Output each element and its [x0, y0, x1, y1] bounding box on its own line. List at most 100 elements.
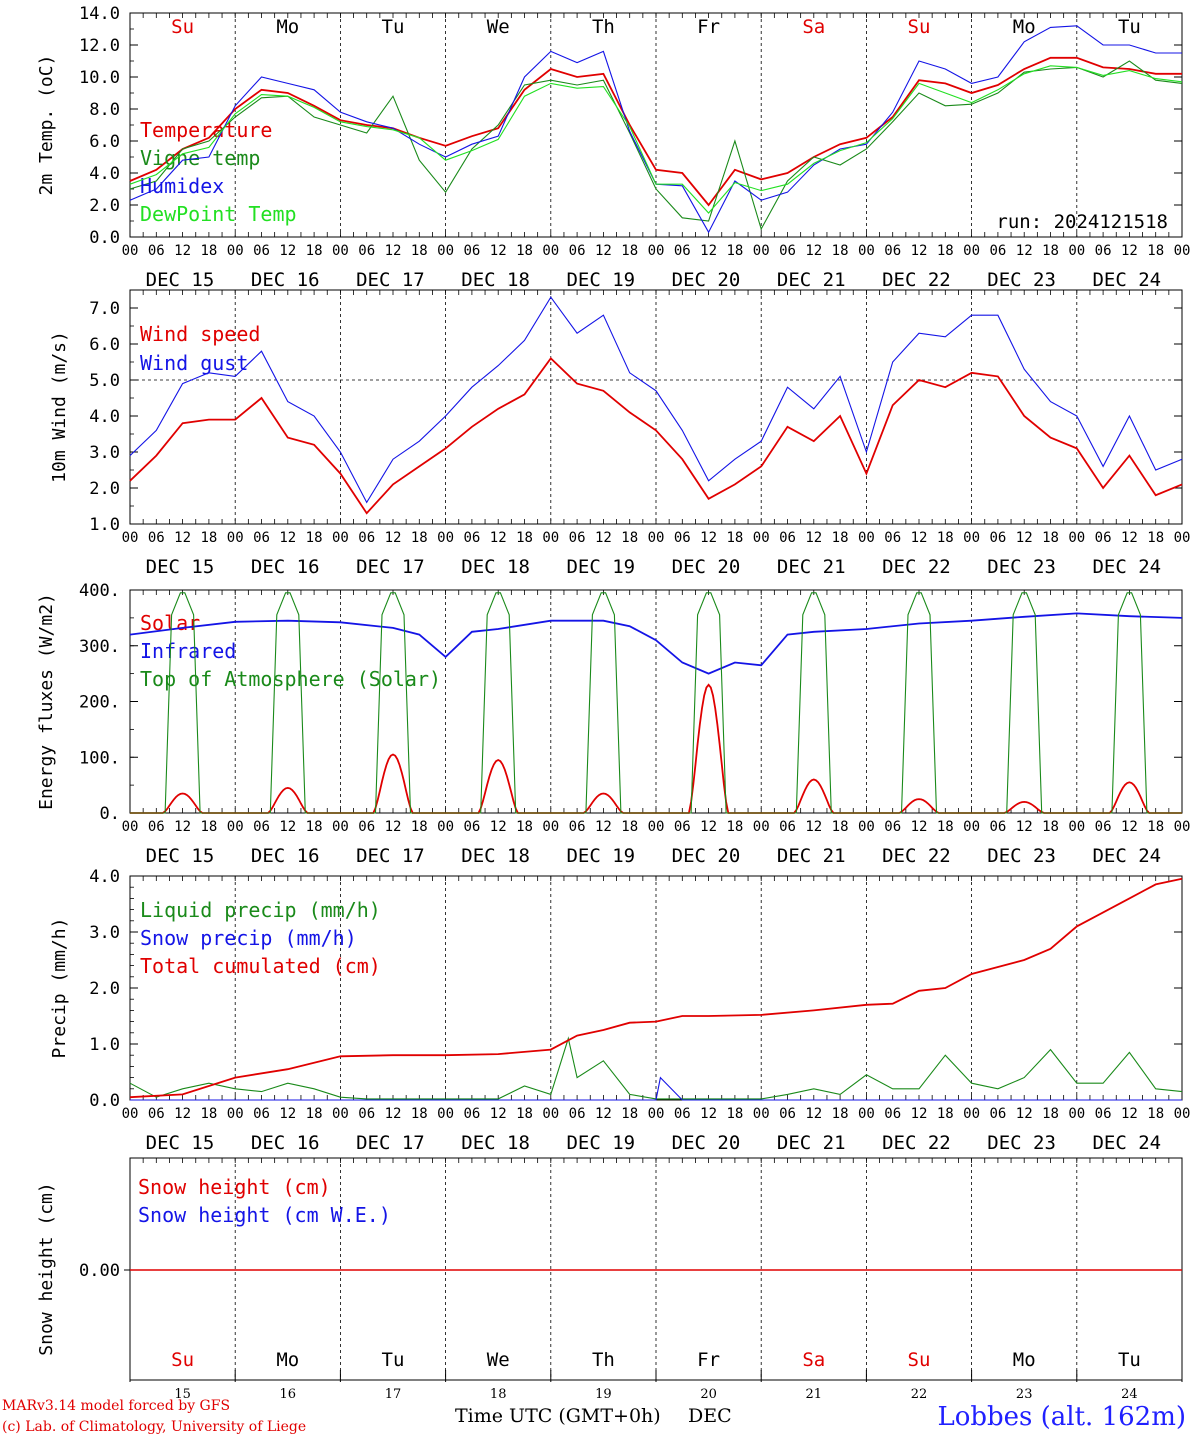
y-tick-label: 3.0 — [89, 443, 120, 463]
lab-credit: (c) Lab. of Climatology, University of L… — [2, 1419, 307, 1435]
y-tick-label: 200. — [79, 693, 120, 713]
hour-label: 12 — [700, 1106, 717, 1122]
weekday-label: Mo — [1013, 16, 1036, 38]
series-line — [129, 60, 1183, 231]
hour-label: 12 — [1121, 243, 1138, 259]
day-number: 19 — [595, 1387, 612, 1402]
y-tick-label: 0.0 — [89, 1091, 120, 1111]
hour-label: 18 — [832, 1106, 849, 1122]
weekday-label: Su — [908, 1349, 931, 1371]
hour-label: 06 — [884, 819, 901, 835]
hour-label: 06 — [463, 819, 480, 835]
date-label: DEC 24 — [1092, 845, 1161, 867]
hour-label: 00 — [332, 1106, 349, 1122]
hour-label: 00 — [542, 1106, 559, 1122]
y-tick-label: 2.0 — [89, 979, 120, 999]
series-line — [130, 1076, 1182, 1101]
hour-label: 00 — [753, 819, 770, 835]
y-tick-label: 300. — [79, 637, 120, 657]
day-number: 22 — [911, 1387, 928, 1402]
hour-label: 12 — [385, 1106, 402, 1122]
hour-label: 06 — [1095, 243, 1112, 259]
hour-label: 12 — [805, 1106, 822, 1122]
y-tick-label: 1.0 — [89, 515, 120, 535]
hour-label: 12 — [700, 530, 717, 546]
date-label: DEC 21 — [777, 269, 846, 291]
weekday-label: Su — [171, 16, 194, 38]
date-label: DEC 21 — [777, 1132, 846, 1154]
hour-label: 06 — [1095, 530, 1112, 546]
y-tick-label: 0. — [100, 804, 120, 824]
hour-label: 00 — [227, 243, 244, 259]
hour-label: 00 — [1068, 530, 1085, 546]
y-axis-label: Snow height (cm) — [36, 1182, 57, 1355]
weekday-label: Su — [171, 1349, 194, 1371]
hour-label: 00 — [437, 243, 454, 259]
hour-label: 00 — [122, 243, 139, 259]
hour-label: 18 — [516, 1106, 533, 1122]
hour-label: 18 — [306, 530, 323, 546]
hour-label: 18 — [832, 243, 849, 259]
hour-label: 18 — [411, 243, 428, 259]
weekday-label: Tu — [1118, 1349, 1141, 1371]
hour-label: 00 — [542, 243, 559, 259]
hour-label: 06 — [253, 243, 270, 259]
hour-label: 12 — [1016, 819, 1033, 835]
hour-label: 12 — [279, 243, 296, 259]
hour-label: 18 — [200, 243, 217, 259]
hour-label: 18 — [200, 530, 217, 546]
hour-label: 18 — [937, 530, 954, 546]
hour-label: 00 — [437, 530, 454, 546]
hour-label: 12 — [490, 1106, 507, 1122]
legend-entry: Liquid precip (mm/h) — [140, 898, 381, 922]
legend-entry: Solar — [140, 611, 200, 635]
hour-label: 06 — [148, 819, 165, 835]
day-number: 15 — [174, 1387, 191, 1402]
hour-label: 18 — [1147, 819, 1164, 835]
hour-label: 00 — [542, 819, 559, 835]
hour-label: 06 — [989, 530, 1006, 546]
y-tick-label: 12.0 — [79, 36, 120, 56]
series-line — [130, 592, 1182, 814]
y-tick-label: 8.0 — [89, 100, 120, 120]
station-label: Lobbes (alt. 162m) — [937, 1402, 1186, 1432]
y-tick-label: 10.0 — [79, 68, 120, 88]
date-label: DEC 22 — [882, 1132, 951, 1154]
hour-label: 12 — [174, 530, 191, 546]
hour-label: 00 — [1174, 819, 1191, 835]
hour-label: 00 — [858, 819, 875, 835]
hour-label: 12 — [1121, 819, 1138, 835]
hour-label: 00 — [963, 819, 980, 835]
hour-label: 12 — [911, 243, 928, 259]
hour-label: 12 — [911, 1106, 928, 1122]
hour-label: 06 — [884, 1106, 901, 1122]
hour-label: 00 — [542, 530, 559, 546]
hour-label: 18 — [621, 243, 638, 259]
weekday-label: Mo — [276, 1349, 299, 1371]
y-tick-label: 100. — [79, 748, 120, 768]
hour-label: 00 — [227, 819, 244, 835]
hour-label: 00 — [648, 243, 665, 259]
hour-label: 12 — [385, 530, 402, 546]
hour-label: 12 — [700, 243, 717, 259]
series-line — [129, 65, 1183, 214]
hour-label: 06 — [148, 243, 165, 259]
date-label: DEC 15 — [146, 1132, 215, 1154]
date-label: DEC 19 — [566, 556, 635, 578]
hour-label: 00 — [648, 819, 665, 835]
date-label: DEC 22 — [882, 556, 951, 578]
hour-label: 18 — [621, 1106, 638, 1122]
date-label: DEC 20 — [672, 1132, 741, 1154]
date-label: DEC 18 — [461, 1132, 530, 1154]
hour-label: 06 — [569, 1106, 586, 1122]
y-axis-label: 10m Wind (m/s) — [49, 331, 70, 483]
hour-label: 12 — [385, 819, 402, 835]
date-label: DEC 24 — [1092, 1132, 1161, 1154]
hour-label: 00 — [963, 243, 980, 259]
hour-label: 12 — [805, 819, 822, 835]
hour-label: 18 — [516, 530, 533, 546]
date-label: DEC 24 — [1092, 556, 1161, 578]
y-tick-label: 400. — [79, 581, 120, 601]
hour-label: 18 — [516, 243, 533, 259]
hour-label: 18 — [937, 243, 954, 259]
